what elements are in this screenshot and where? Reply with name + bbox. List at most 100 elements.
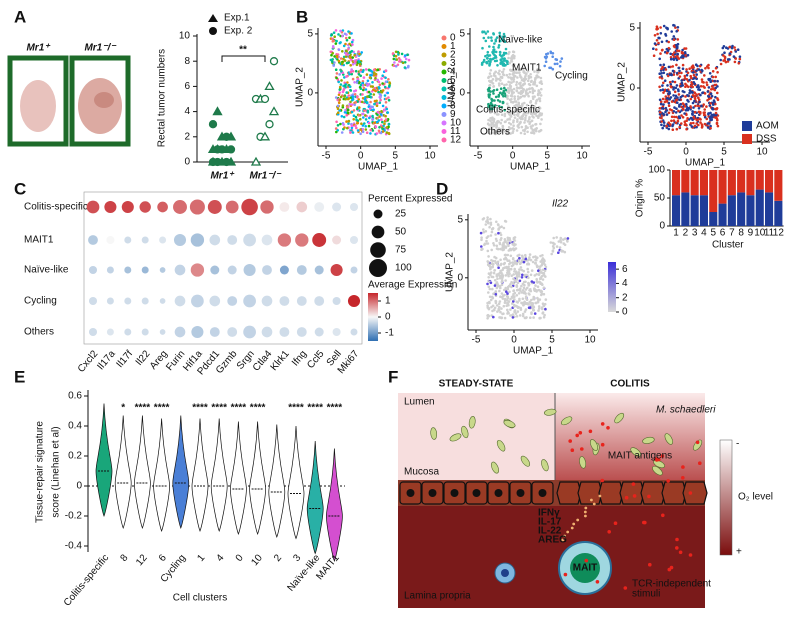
umap-point xyxy=(560,250,564,253)
color-legend xyxy=(368,293,378,341)
umap-point xyxy=(496,64,499,67)
umap-point xyxy=(497,71,500,75)
dot xyxy=(139,201,151,213)
x-tick-label: 12 xyxy=(773,228,785,239)
umap-point xyxy=(347,94,351,97)
photo-label: Mr1⁺ xyxy=(26,43,51,54)
umap-point xyxy=(357,73,361,76)
umap-point xyxy=(532,308,536,312)
umap-point xyxy=(511,261,514,264)
significance: **** xyxy=(154,403,170,414)
umap-point xyxy=(501,70,504,74)
umap-point xyxy=(513,236,517,239)
umap-point xyxy=(371,114,374,118)
cytokine-label: AREG xyxy=(538,535,567,546)
umap-point xyxy=(487,60,490,63)
umap-point xyxy=(673,55,676,59)
cluster-label: 5 xyxy=(450,75,456,86)
umap-point xyxy=(676,119,680,123)
bar-segment xyxy=(755,189,764,226)
umap-point xyxy=(532,111,535,115)
umap-point xyxy=(495,220,498,224)
umap-point xyxy=(527,292,530,295)
umap-point xyxy=(538,307,541,310)
umap-point xyxy=(505,290,508,294)
umap-point xyxy=(481,218,485,221)
umap-point xyxy=(494,293,498,296)
umap-point xyxy=(511,247,515,251)
cluster-swatch xyxy=(441,69,447,75)
umap-point xyxy=(354,115,358,119)
size-legend-dot xyxy=(371,225,385,239)
umap-point xyxy=(664,68,668,71)
umap-point xyxy=(530,301,533,305)
dot xyxy=(243,294,256,308)
umap-point xyxy=(335,56,339,59)
umap-point xyxy=(666,84,669,87)
umap-point xyxy=(350,126,354,130)
umap-point xyxy=(512,87,516,91)
color-legend-label: 1 xyxy=(385,296,391,307)
umap-point xyxy=(335,76,338,80)
umap-point xyxy=(532,132,536,135)
y-tick-label: 0 xyxy=(307,88,313,99)
umap-point xyxy=(527,107,531,111)
umap-point xyxy=(378,86,381,90)
dot xyxy=(296,265,307,275)
umap-point xyxy=(506,94,509,98)
umap-point xyxy=(510,274,513,278)
umap-point xyxy=(535,74,538,78)
umap-point xyxy=(529,101,533,104)
x-tick-label: Colitis-specific xyxy=(62,553,112,609)
umap-point xyxy=(497,46,500,49)
umap-point xyxy=(357,60,361,63)
umap-point xyxy=(500,76,504,80)
umap-point xyxy=(677,109,680,113)
umap-point xyxy=(499,62,503,65)
umap-point xyxy=(676,56,680,59)
umap-point xyxy=(381,89,385,92)
size-legend-label: 50 xyxy=(395,227,407,238)
umap-point xyxy=(665,124,668,128)
umap-point xyxy=(351,93,355,96)
umap-point xyxy=(521,273,524,277)
umap-point xyxy=(341,90,345,94)
umap-point xyxy=(500,283,504,287)
umap-point xyxy=(733,46,736,49)
dot xyxy=(88,296,98,306)
umap-point xyxy=(501,73,505,76)
umap-point xyxy=(497,120,501,123)
legend-label: DSS xyxy=(756,134,777,145)
umap-point xyxy=(360,51,364,54)
umap-point xyxy=(515,315,519,318)
umap-point xyxy=(542,286,546,290)
umap-point xyxy=(513,95,516,98)
umap-point xyxy=(539,94,543,97)
umap-point xyxy=(716,79,719,83)
umap-point xyxy=(497,93,501,97)
umap-point xyxy=(492,244,496,247)
umap-point xyxy=(530,119,534,123)
umap-point xyxy=(672,73,676,76)
umap-point xyxy=(346,108,350,112)
cluster-swatch xyxy=(441,52,447,58)
umap-point xyxy=(493,279,497,282)
umap-point xyxy=(675,115,678,119)
antigen xyxy=(632,494,637,498)
umap-point xyxy=(387,131,391,135)
umap-point xyxy=(492,117,496,121)
umap-point xyxy=(531,260,535,264)
umap-point xyxy=(496,77,499,81)
umap-point xyxy=(557,251,560,254)
umap-point xyxy=(672,88,675,91)
umap-point xyxy=(365,73,369,76)
data-point xyxy=(264,81,275,91)
bacterium xyxy=(653,459,665,469)
umap-point xyxy=(386,111,390,114)
umap-point xyxy=(673,51,676,54)
umap-point xyxy=(507,284,511,288)
umap-point xyxy=(540,87,543,91)
antigen xyxy=(688,491,693,495)
umap-point xyxy=(511,64,515,67)
